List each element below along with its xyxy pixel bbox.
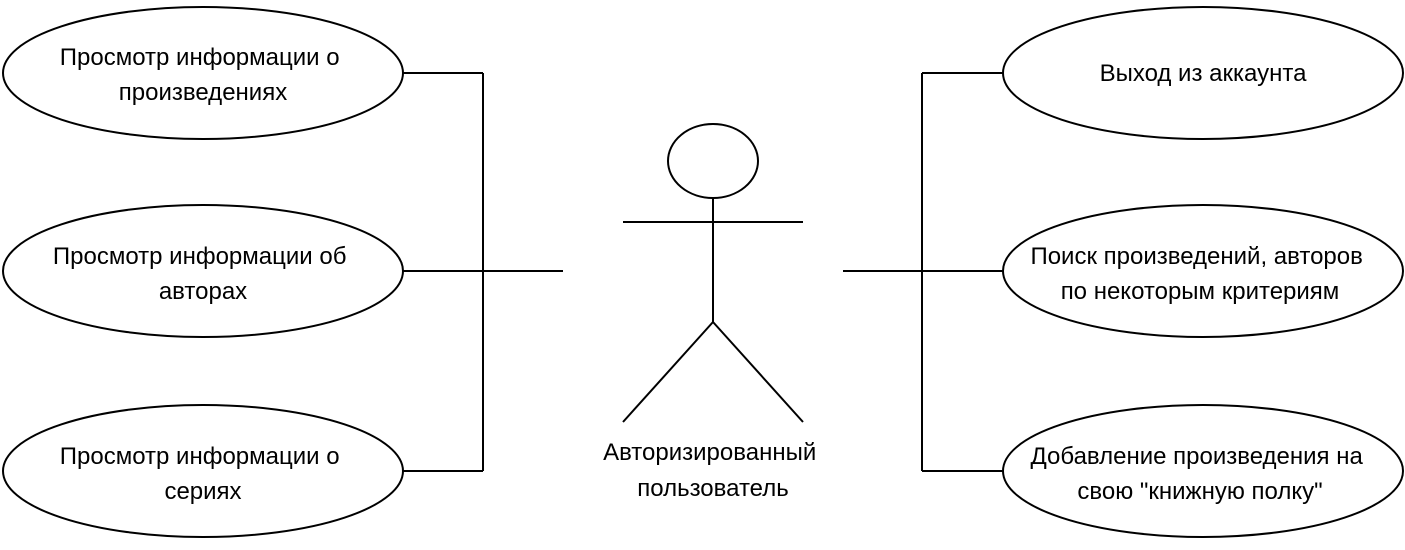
- use-case-logout: Выход из аккаунта: [1002, 6, 1404, 140]
- use-case-text: Добавление произведения на свою "книжную…: [1031, 443, 1370, 505]
- use-case-ellipse: [2, 204, 404, 338]
- use-case-line: Просмотр информации о: [60, 44, 340, 71]
- left-connectors: [403, 72, 563, 472]
- use-case-text: Выход из аккаунта: [1100, 60, 1307, 87]
- use-case-view-authors: Просмотр информации об авторах: [2, 204, 404, 338]
- use-case-ellipse: [2, 404, 404, 538]
- use-case-line: произведениях: [119, 79, 287, 106]
- use-case-line: сериях: [164, 478, 241, 505]
- actor-label-line: Авторизированный: [603, 439, 816, 466]
- use-case-search: Поиск произведений, авторов по некоторым…: [1002, 204, 1404, 338]
- use-case-line: Выход из аккаунта: [1100, 60, 1307, 87]
- actor: [622, 123, 804, 423]
- use-case-ellipse: [1002, 6, 1404, 140]
- use-case-line: по некоторым критериям: [1061, 278, 1340, 305]
- actor-head: [667, 123, 759, 199]
- use-case-line: Просмотр информации об: [53, 243, 347, 270]
- use-case-ellipse: [2, 6, 404, 140]
- use-case-ellipse: [1002, 404, 1404, 538]
- use-case-line: Просмотр информации о: [60, 443, 340, 470]
- use-case-ellipse: [1002, 204, 1404, 338]
- use-case-text: Поиск произведений, авторов по некоторым…: [1030, 243, 1369, 305]
- use-case-view-works: Просмотр информации о произведениях: [2, 6, 404, 140]
- use-case-add-to-shelf: Добавление произведения на свою "книжную…: [1002, 404, 1404, 538]
- use-case-text: Просмотр информации об авторах: [53, 243, 353, 305]
- use-case-line: авторах: [159, 278, 247, 305]
- use-case-text: Просмотр информации о сериях: [60, 443, 346, 505]
- right-connectors: [843, 72, 1003, 472]
- use-case-text: Просмотр информации о произведениях: [60, 44, 346, 106]
- actor-label-line: пользователь: [637, 475, 789, 502]
- use-case-line: свою "книжную полку": [1077, 478, 1322, 505]
- actor-right-leg: [712, 321, 804, 423]
- use-case-line: Добавление произведения на: [1031, 443, 1364, 470]
- use-case-line: Поиск произведений, авторов: [1030, 243, 1362, 270]
- use-case-view-series: Просмотр информации о сериях: [2, 404, 404, 538]
- actor-left-leg: [622, 321, 714, 423]
- actor-label: Авторизированный пользователь: [603, 439, 823, 502]
